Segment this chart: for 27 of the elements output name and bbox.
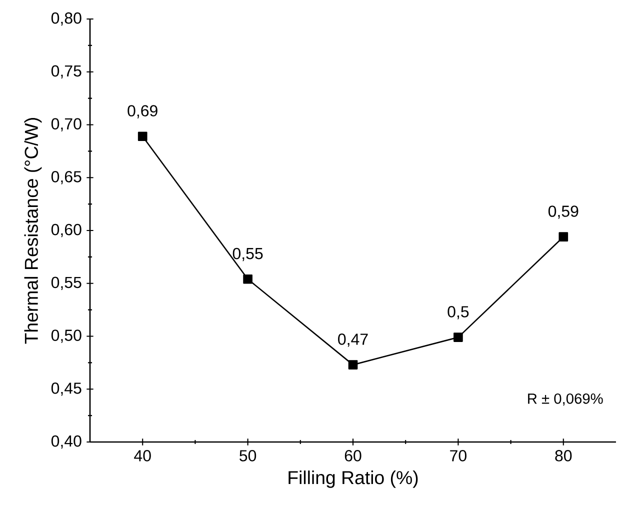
data-label: 0,5 <box>448 306 469 320</box>
x-tick-label: 40 <box>134 450 151 462</box>
y-tick-label: 0,65 <box>51 171 82 184</box>
data-label: 0,47 <box>338 334 368 347</box>
point <box>558 232 568 242</box>
data-label: 0,69 <box>128 105 158 118</box>
point <box>243 274 252 284</box>
y-tick-label: 0,45 <box>51 382 82 396</box>
x-tick-label: 60 <box>344 450 362 462</box>
y-tick-label: 0,50 <box>51 330 82 343</box>
point <box>454 332 463 342</box>
data-label: 0,59 <box>548 206 578 219</box>
point <box>348 360 358 370</box>
y-tick-label: 0,55 <box>51 276 82 290</box>
x-axis-title: Filling Ratio (%) <box>288 470 418 488</box>
y-tick-label: 0,70 <box>51 118 82 132</box>
y-tick-label: 0,75 <box>51 65 82 78</box>
y-axis-title: Thermal Resistance (°C/W) <box>24 118 42 344</box>
y-tick-label: 0,60 <box>51 224 82 238</box>
data-label: 0,55 <box>232 248 263 262</box>
y-tick-label: 0,80 <box>51 12 82 26</box>
point <box>138 132 148 142</box>
annotation: R ± 0,069% <box>528 393 603 406</box>
x-tick-label: 70 <box>450 450 466 462</box>
x-tick-label: 80 <box>555 450 572 462</box>
x-tick-label: 50 <box>240 450 256 462</box>
y-tick-label: 0,40 <box>51 435 82 449</box>
